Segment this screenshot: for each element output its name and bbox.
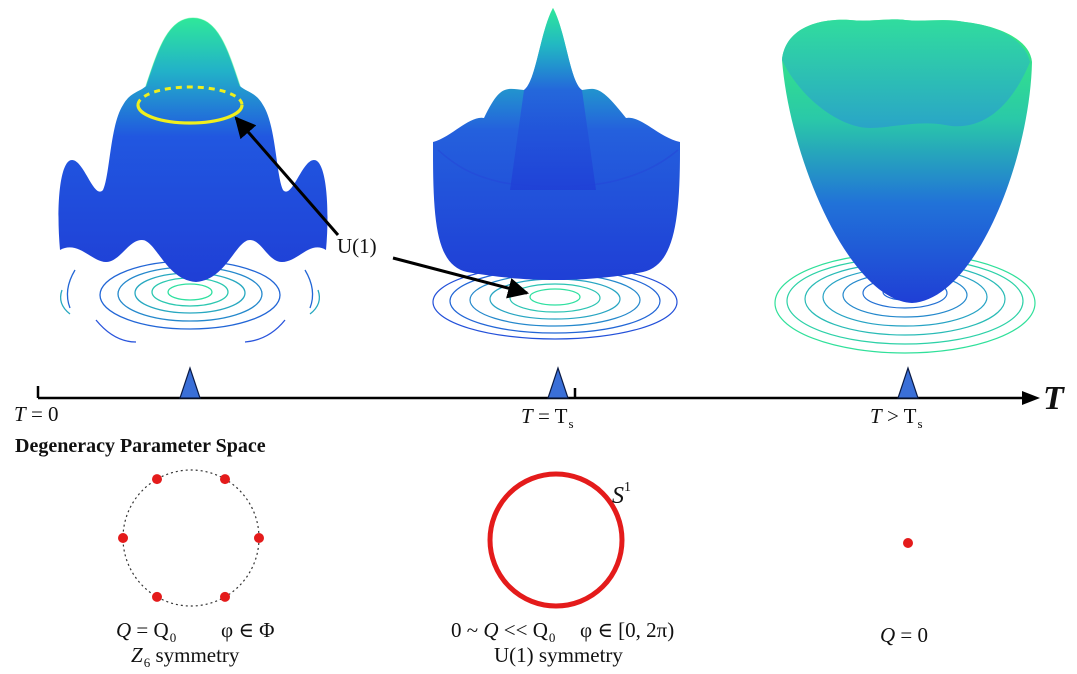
phase-marker-left	[179, 366, 201, 399]
u1-arrow-middle	[392, 256, 530, 299]
z6-point-dot	[118, 533, 128, 543]
degeneracy-heading: Degeneracy Parameter Space	[15, 435, 266, 457]
t-greater-label: T > Ts	[870, 404, 923, 431]
z6-point-dot	[220, 591, 230, 602]
z6-point-dot	[152, 591, 162, 602]
u1-symmetry-label: U(1) symmetry	[494, 643, 623, 667]
temperature-axis	[36, 386, 1040, 405]
u1-red-circle	[487, 471, 625, 609]
left-potential-surface	[58, 17, 328, 282]
z6-symmetry-dots	[118, 474, 264, 602]
right-q-equation: Q = 0	[880, 623, 929, 647]
u1-annotation-label: U(1)	[337, 234, 377, 258]
t-s-label: T = Ts	[521, 404, 574, 431]
z6-point-dot	[152, 474, 162, 485]
temperature-axis-label: T	[1043, 380, 1064, 417]
single-point-dot	[903, 538, 913, 548]
z6-dotted-circle	[122, 469, 260, 607]
middle-q-equation: 0 ~ Q << Q0	[451, 618, 556, 645]
z6-point-dot	[220, 474, 230, 485]
s1-circle-label: S1	[612, 480, 631, 509]
middle-potential-surface	[433, 8, 680, 280]
phase-marker-right	[897, 366, 919, 399]
phase-marker-middle	[547, 366, 569, 399]
z6-symmetry-label: Z6 symmetry	[131, 643, 240, 670]
right-potential-surface	[782, 19, 1032, 304]
middle-phi-range: φ ∈ [0, 2π)	[580, 618, 675, 642]
left-q-equation: Q = Q0	[116, 618, 177, 645]
u1-arrow-left	[234, 116, 340, 236]
left-phi-range: φ ∈ Φ	[221, 618, 275, 642]
t-zero-label: T = 0	[14, 402, 59, 426]
z6-point-dot	[254, 533, 264, 543]
u1-ring-yellow	[136, 85, 244, 125]
